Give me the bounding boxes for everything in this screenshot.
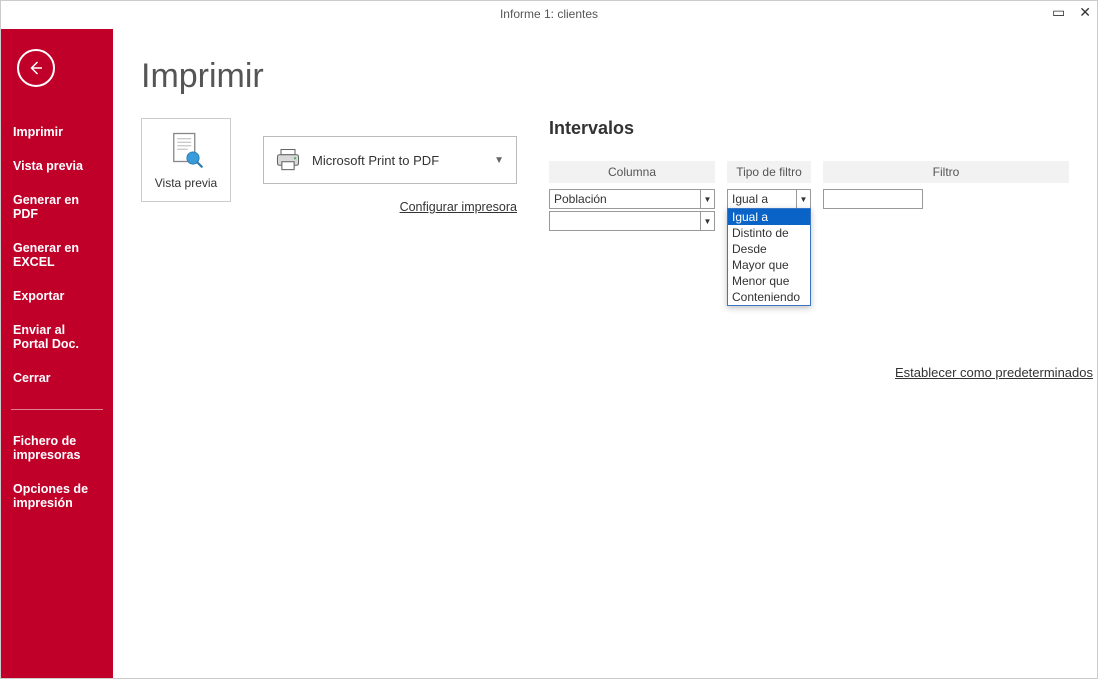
column-value-1: Población [554, 192, 700, 206]
sidebar-item-opciones-impresion[interactable]: Opciones de impresión [1, 472, 113, 520]
main-content: Imprimir Vista previa [113, 29, 1097, 678]
header-column: Columna [549, 161, 715, 183]
document-preview-icon [165, 130, 207, 172]
preview-button-label: Vista previa [155, 176, 217, 190]
printer-select[interactable]: Microsoft Print to PDF ▼ [263, 136, 517, 184]
filter-type-value-1: Igual a [732, 192, 796, 206]
filter-option[interactable]: Igual a [728, 209, 810, 225]
filter-option[interactable]: Desde [728, 241, 810, 257]
sidebar-item-imprimir[interactable]: Imprimir [1, 115, 113, 149]
chevron-down-icon: ▼ [494, 155, 504, 166]
column-dropdown-1[interactable]: Población ▼ [549, 189, 715, 209]
filter-type-dropdown-1[interactable]: Igual a ▼ [727, 189, 811, 209]
chevron-down-icon: ▼ [700, 190, 714, 208]
print-dialog-window: Informe 1: clientes ▭ ✕ Imprimir Vista p… [0, 0, 1098, 679]
sidebar-item-enviar-portal[interactable]: Enviar al Portal Doc. [1, 313, 113, 361]
preview-button[interactable]: Vista previa [141, 118, 231, 202]
configure-printer-link[interactable]: Configurar impresora [400, 200, 517, 214]
page-title: Imprimir [141, 57, 1069, 96]
filter-option[interactable]: Mayor que [728, 257, 810, 273]
intervals-row-1: Población ▼ Igual a ▼ Igual a Distinto d… [549, 189, 1069, 209]
close-icon[interactable]: ✕ [1079, 5, 1091, 19]
sidebar-item-generar-excel[interactable]: Generar en EXCEL [1, 231, 113, 279]
sidebar-item-cerrar[interactable]: Cerrar [1, 361, 113, 395]
window-title: Informe 1: clientes [500, 7, 598, 21]
sidebar: Imprimir Vista previa Generar en PDF Gen… [1, 29, 113, 678]
intervals-title: Intervalos [549, 118, 1069, 139]
header-filter: Filtro [823, 161, 1069, 183]
filter-option[interactable]: Conteniendo [728, 289, 810, 305]
printer-icon [274, 146, 302, 174]
sidebar-item-generar-pdf[interactable]: Generar en PDF [1, 183, 113, 231]
column-dropdown-2[interactable]: ▼ [549, 211, 715, 231]
sidebar-item-vista-previa[interactable]: Vista previa [1, 149, 113, 183]
back-arrow-icon [27, 59, 45, 77]
filter-value-input-1[interactable] [823, 189, 923, 209]
chevron-down-icon: ▼ [796, 190, 810, 208]
filter-type-options-list: Igual a Distinto de Desde Mayor que Meno… [727, 208, 811, 306]
set-default-link[interactable]: Establecer como predeterminados [895, 365, 1093, 380]
printer-block: Microsoft Print to PDF ▼ Configurar impr… [263, 136, 517, 214]
filter-option[interactable]: Menor que [728, 273, 810, 289]
sidebar-item-exportar[interactable]: Exportar [1, 279, 113, 313]
sidebar-separator [11, 409, 103, 410]
header-filter-type: Tipo de filtro [727, 161, 811, 183]
titlebar: Informe 1: clientes ▭ ✕ [1, 1, 1097, 29]
intervals-headers: Columna Tipo de filtro Filtro [549, 161, 1069, 183]
top-row: Vista previa Microsoft Print to PDF ▼ C [141, 118, 1069, 233]
body-area: Imprimir Vista previa Generar en PDF Gen… [1, 29, 1097, 678]
chevron-down-icon: ▼ [700, 212, 714, 230]
maximize-icon[interactable]: ▭ [1052, 5, 1065, 19]
filter-option[interactable]: Distinto de [728, 225, 810, 241]
window-controls: ▭ ✕ [1052, 5, 1091, 19]
back-button[interactable] [17, 49, 55, 87]
sidebar-item-fichero-impresoras[interactable]: Fichero de impresoras [1, 424, 113, 472]
intervals-block: Intervalos Columna Tipo de filtro Filtro… [549, 118, 1069, 233]
printer-name: Microsoft Print to PDF [312, 153, 484, 168]
